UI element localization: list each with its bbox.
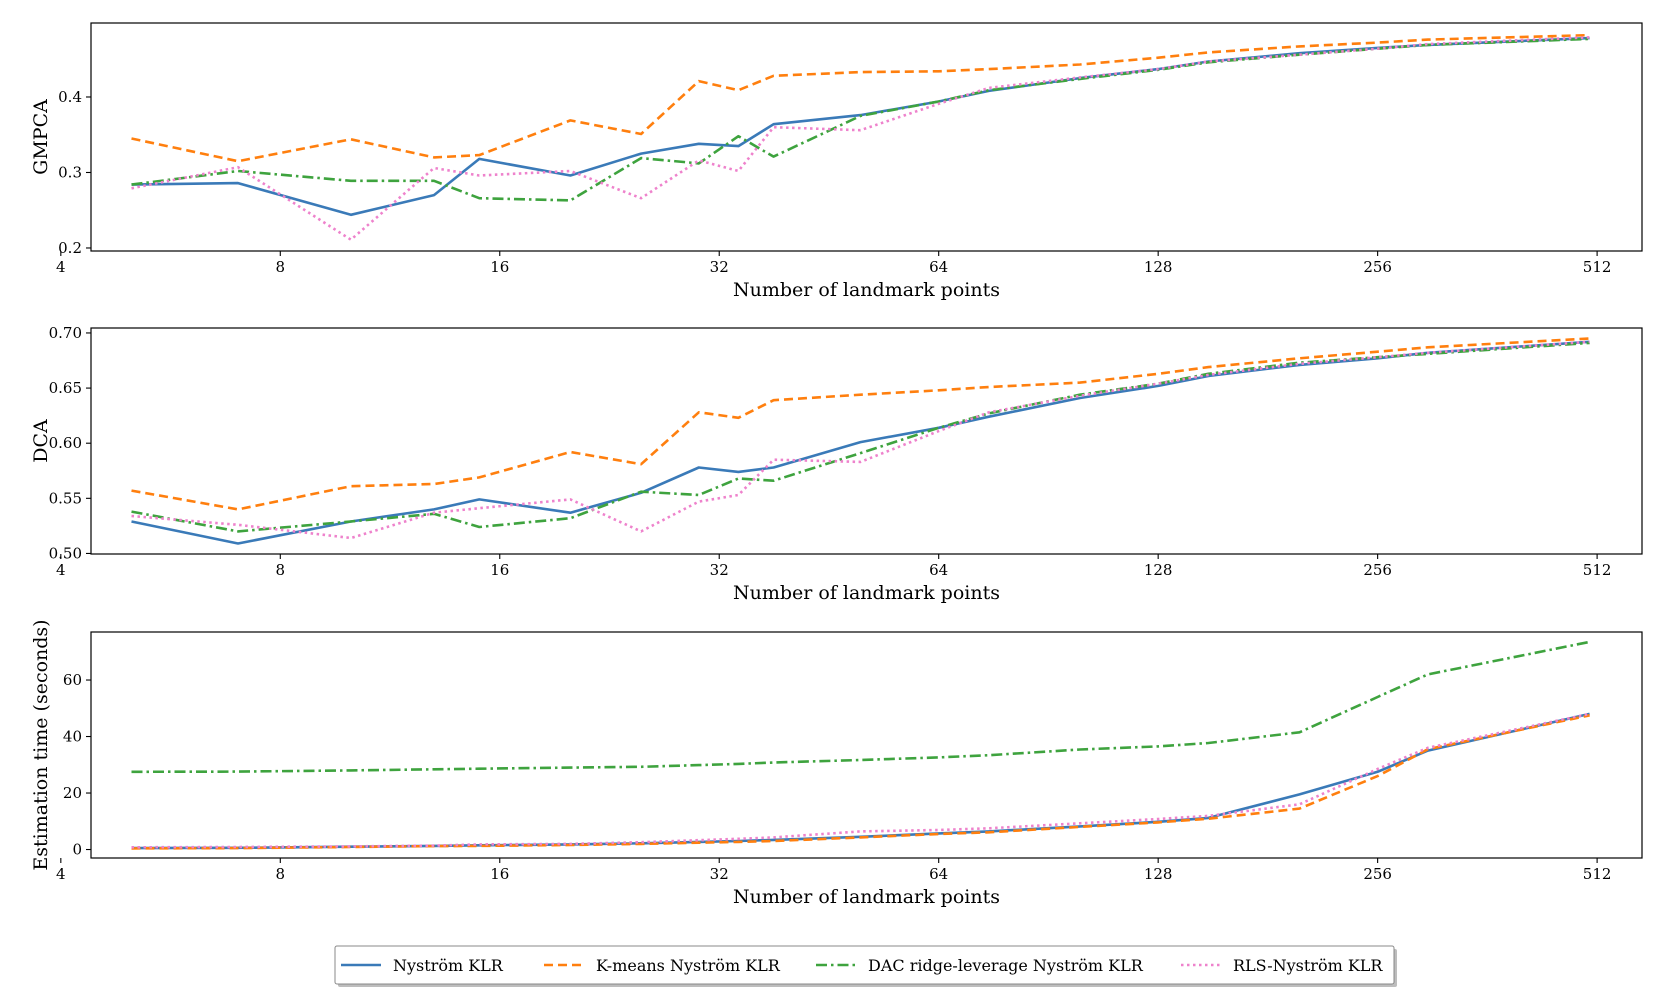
y-tick-label: 0.50 xyxy=(49,544,82,562)
x-tick-label: 4 xyxy=(56,258,66,276)
x-tick-label: 64 xyxy=(929,258,948,276)
legend-label: Nyström KLR xyxy=(393,956,504,975)
legend-entry-k-means-nystrom-klr: K-means Nyström KLR xyxy=(544,956,781,975)
axes-frame xyxy=(90,327,1643,555)
x-tick-label: 8 xyxy=(276,258,286,276)
series-line-nystrom-klr xyxy=(131,712,1590,850)
x-tick-label: 16 xyxy=(490,561,509,579)
x-tick-label: 16 xyxy=(490,258,509,276)
legend-label: K-means Nyström KLR xyxy=(596,956,781,975)
chart-panel-gmpca: 4 8 16 32 64 128 256 512 0.2 0.3 0.4 Number of land… xyxy=(30,22,1643,301)
legend-label: RLS-Nyström KLR xyxy=(1233,956,1383,975)
x-tick-label: 128 xyxy=(1144,258,1173,276)
x-tick-label: 8 xyxy=(276,561,286,579)
y-tick-label: 0.4 xyxy=(58,88,82,106)
x-tick-label: 256 xyxy=(1363,865,1392,883)
x-tick-label: 128 xyxy=(1144,865,1173,883)
x-tick-label: 16 xyxy=(490,865,509,883)
x-axis-label: Number of landmark points xyxy=(733,886,1000,908)
series-line-dac-ridge-leverage-nystrom-klr xyxy=(131,37,1590,202)
series-line-k-means-nystrom-klr xyxy=(131,714,1590,850)
x-tick-label: 512 xyxy=(1583,865,1612,883)
y-tick-label: 0.2 xyxy=(58,239,82,257)
y-tick-label: 40 xyxy=(63,728,82,746)
series-group xyxy=(131,337,1590,545)
y-tick-label: 0 xyxy=(72,841,82,859)
series-line-nystrom-klr xyxy=(131,36,1590,217)
legend-entry-nystrom-klr: Nyström KLR xyxy=(341,956,504,975)
x-tick-label: 32 xyxy=(710,258,729,276)
x-tick-label: 256 xyxy=(1363,561,1392,579)
series-line-k-means-nystrom-klr xyxy=(131,337,1590,511)
x-axis-label: Number of landmark points xyxy=(733,582,1000,604)
y-axis-label: Estimation time (seconds) xyxy=(30,619,52,870)
y-tick-label: 0.60 xyxy=(49,434,82,452)
y-tick-label: 60 xyxy=(63,671,82,689)
series-group xyxy=(131,33,1590,241)
y-tick-label: 20 xyxy=(63,784,82,802)
x-tick-label: 64 xyxy=(929,865,948,883)
y-axis-label: DCA xyxy=(30,419,52,463)
panels: 4 8 16 32 64 128 256 512 0.2 0.3 0.4 Number of land… xyxy=(30,22,1643,908)
chart-panel-estimation-time-seconds: 4 8 16 32 64 128 256 512 0 20 40 60 Number of landma… xyxy=(30,619,1643,908)
x-tick-label: 8 xyxy=(276,865,286,883)
x-tick-label: 4 xyxy=(56,561,66,579)
legend-label: DAC ridge-leverage Nyström KLR xyxy=(868,956,1144,975)
y-tick-label: 0.55 xyxy=(49,489,82,507)
series-line-k-means-nystrom-klr xyxy=(131,33,1590,163)
y-tick-label: 0.70 xyxy=(49,324,82,342)
x-tick-label: 512 xyxy=(1583,258,1612,276)
axes-frame xyxy=(90,631,1643,859)
y-axis-label: GMPCA xyxy=(30,99,52,175)
y-tick-label: 0.65 xyxy=(49,379,82,397)
x-tick-label: 512 xyxy=(1583,561,1612,579)
series-line-dac-ridge-leverage-nystrom-klr xyxy=(131,341,1590,533)
x-axis-label: Number of landmark points xyxy=(733,279,1000,301)
series-line-rls-nystrom-klr xyxy=(131,36,1590,241)
x-tick-label: 256 xyxy=(1363,258,1392,276)
series-group xyxy=(131,640,1590,850)
x-tick-label: 64 xyxy=(929,561,948,579)
x-tick-label: 4 xyxy=(56,865,66,883)
legend-entry-dac-ridge-leverage-nystrom-klr: DAC ridge-leverage Nyström KLR xyxy=(816,956,1144,975)
x-tick-label: 32 xyxy=(710,561,729,579)
chart-panel-dca: 4 8 16 32 64 128 256 512 0.50 0.55 0.60 0.65 0.70 Num… xyxy=(30,324,1643,604)
legend: Nyström KLR K-means Nyström KLR DAC ridge-… xyxy=(334,945,1397,987)
series-line-rls-nystrom-klr xyxy=(131,340,1590,540)
legend-entry-rls-nystrom-klr: RLS-Nyström KLR xyxy=(1181,956,1383,975)
series-line-nystrom-klr xyxy=(131,340,1590,545)
x-tick-label: 32 xyxy=(710,865,729,883)
axes-frame xyxy=(90,22,1643,252)
legend-box xyxy=(334,945,1395,985)
series-line-rls-nystrom-klr xyxy=(131,712,1590,849)
series-line-dac-ridge-leverage-nystrom-klr xyxy=(131,640,1590,774)
x-tick-label: 128 xyxy=(1144,561,1173,579)
y-tick-label: 0.3 xyxy=(58,163,82,181)
